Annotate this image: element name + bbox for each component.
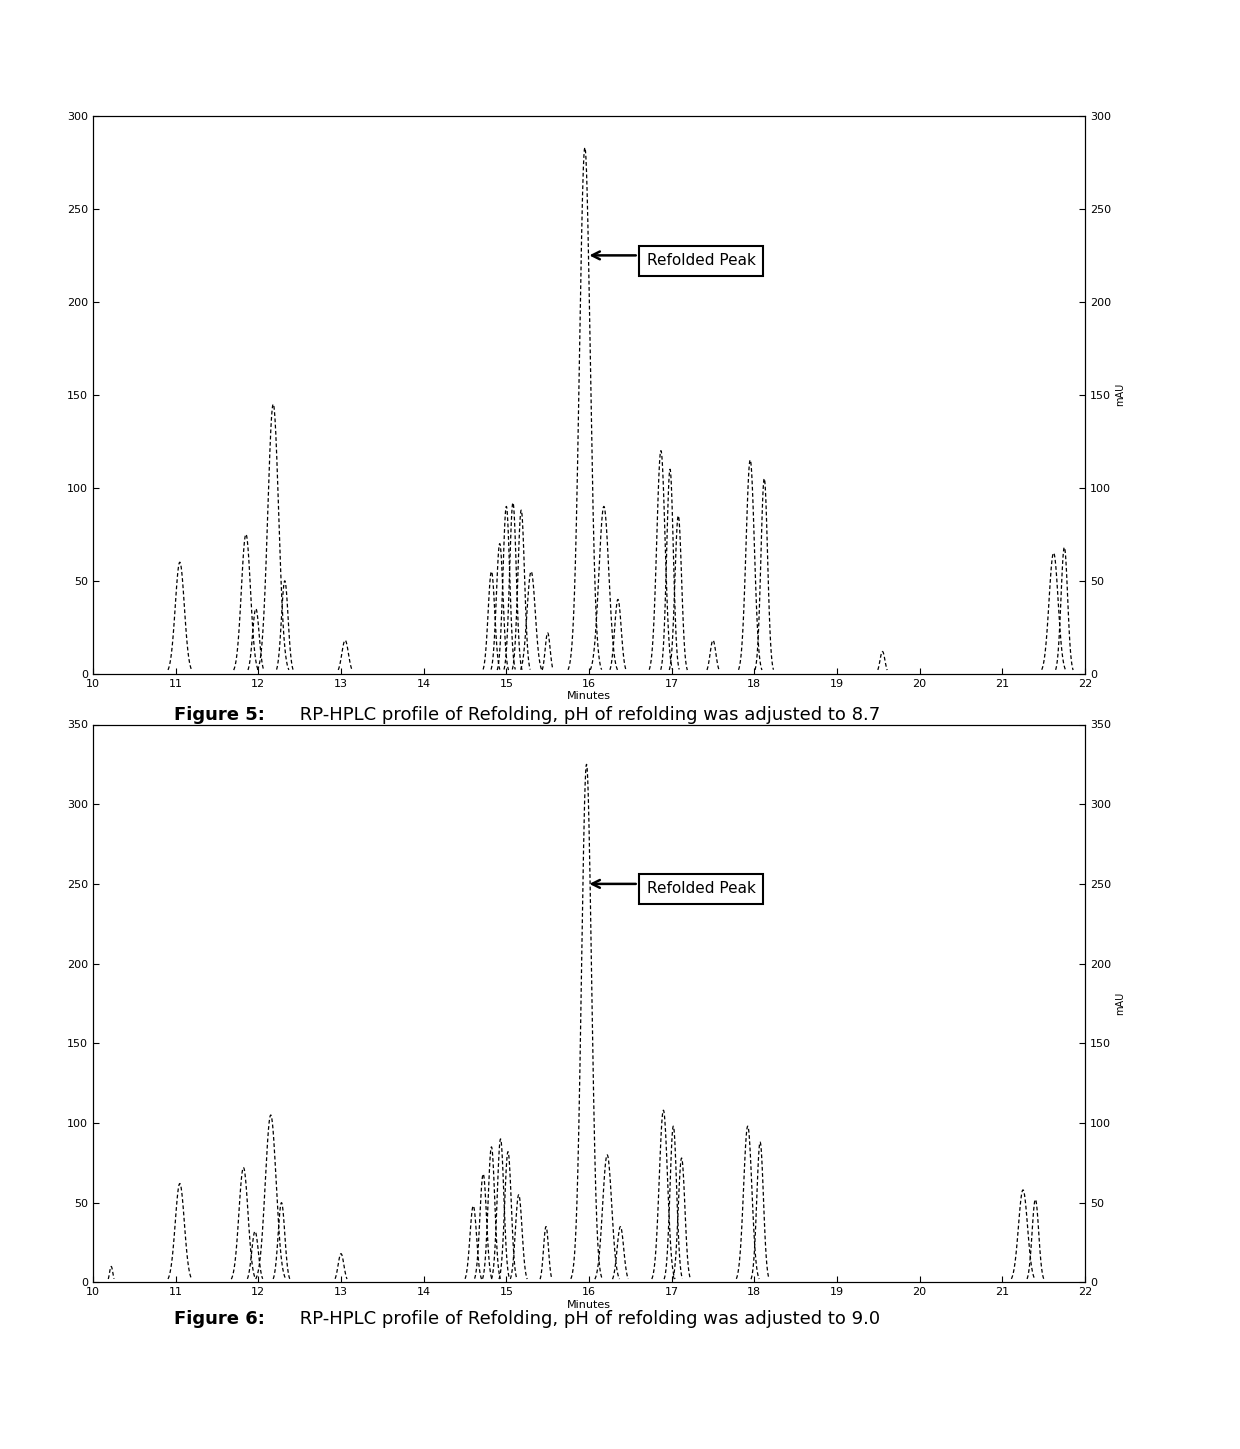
Text: RP-HPLC profile of Refolding, pH of refolding was adjusted to 8.7: RP-HPLC profile of Refolding, pH of refo… <box>294 706 880 723</box>
Text: Figure 6:: Figure 6: <box>174 1310 264 1327</box>
Y-axis label: mAU: mAU <box>1115 383 1125 407</box>
X-axis label: Minutes: Minutes <box>567 691 611 701</box>
Text: Refolded Peak: Refolded Peak <box>647 881 755 895</box>
Text: Figure 5:: Figure 5: <box>174 706 264 723</box>
Text: Refolded Peak: Refolded Peak <box>647 254 755 268</box>
Text: RP-HPLC profile of Refolding, pH of refolding was adjusted to 9.0: RP-HPLC profile of Refolding, pH of refo… <box>294 1310 880 1327</box>
Y-axis label: mAU: mAU <box>1115 991 1125 1016</box>
X-axis label: Minutes: Minutes <box>567 1300 611 1310</box>
